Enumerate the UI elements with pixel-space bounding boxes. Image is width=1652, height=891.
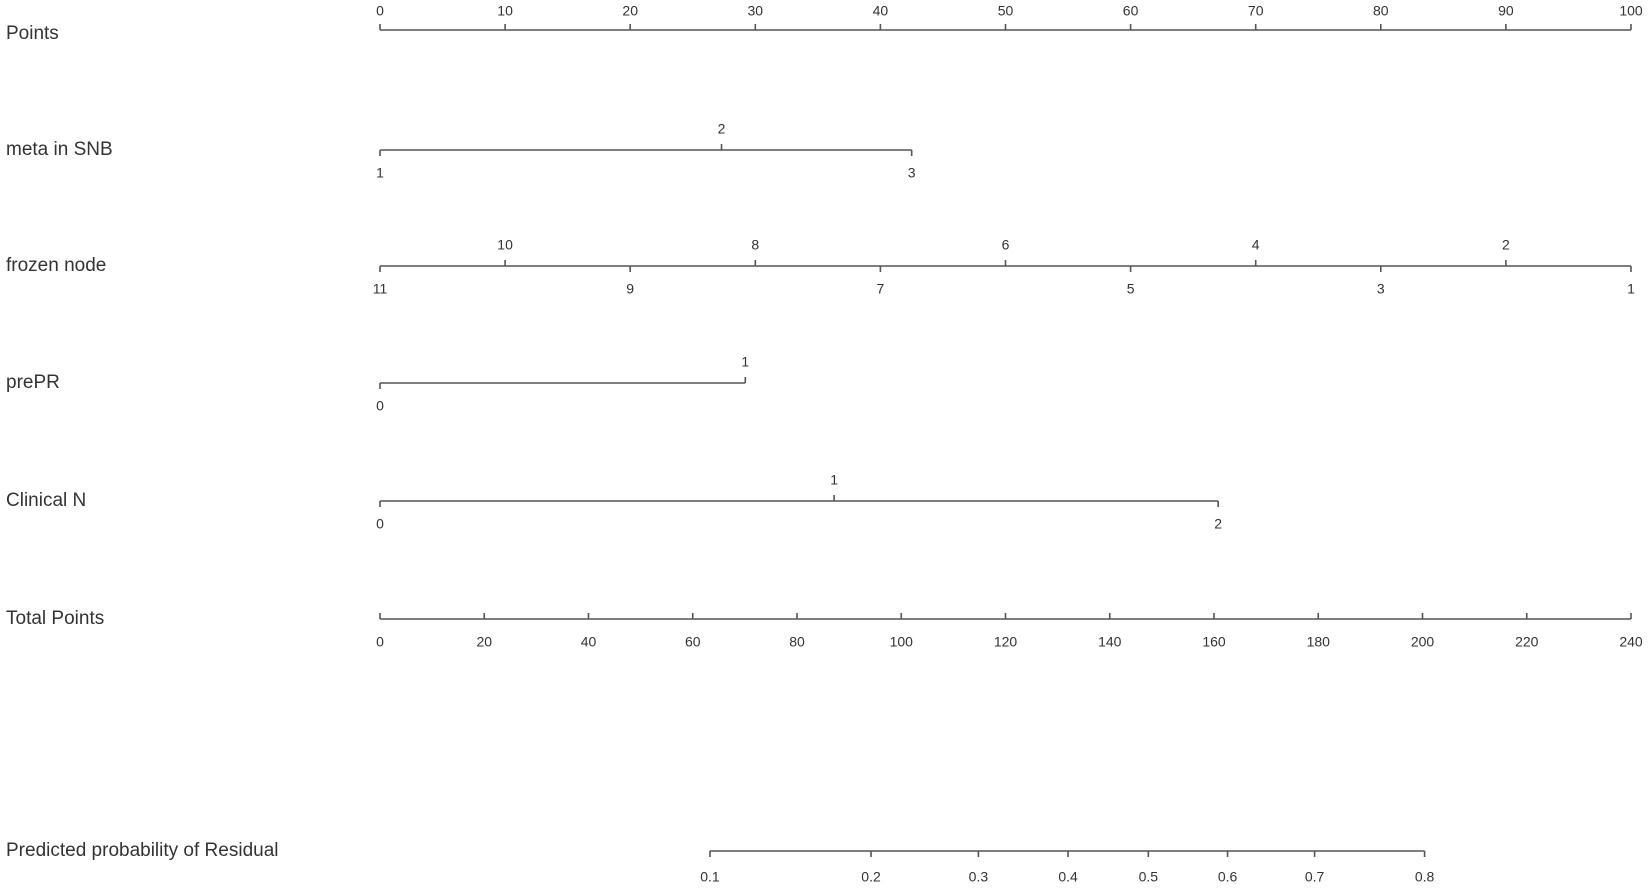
tick-label: 20 xyxy=(622,3,638,19)
level-label: 1 xyxy=(1627,281,1635,297)
level-label: 6 xyxy=(1002,237,1010,253)
tick-label: 0.5 xyxy=(1139,869,1159,885)
row-label: frozen node xyxy=(6,255,106,276)
tick-label: 30 xyxy=(748,3,764,19)
tick-label: 120 xyxy=(994,634,1018,650)
level-label: 8 xyxy=(751,237,759,253)
level-label: 0 xyxy=(376,516,384,532)
tick-label: 180 xyxy=(1307,634,1331,650)
tick-label: 140 xyxy=(1098,634,1122,650)
level-label: 1 xyxy=(376,165,384,181)
tick-label: 40 xyxy=(581,634,597,650)
tick-label: 10 xyxy=(497,3,513,19)
row-label: Predicted probability of Residual xyxy=(6,840,279,861)
level-label: 4 xyxy=(1252,237,1260,253)
row-label: prePR xyxy=(6,372,60,393)
tick-label: 0.4 xyxy=(1058,869,1078,885)
tick-label: 0.2 xyxy=(861,869,881,885)
tick-label: 0 xyxy=(376,634,384,650)
tick-label: 60 xyxy=(685,634,701,650)
tick-label: 240 xyxy=(1619,634,1643,650)
tick-label: 200 xyxy=(1411,634,1435,650)
level-label: 9 xyxy=(626,281,634,297)
tick-label: 0.8 xyxy=(1415,869,1435,885)
tick-label: 90 xyxy=(1498,3,1514,19)
tick-label: 220 xyxy=(1515,634,1539,650)
level-label: 2 xyxy=(1502,237,1510,253)
level-label: 2 xyxy=(718,121,726,137)
tick-label: 100 xyxy=(890,634,914,650)
level-label: 2 xyxy=(1214,516,1222,532)
level-label: 10 xyxy=(497,237,513,253)
tick-label: 0 xyxy=(376,3,384,19)
tick-label: 20 xyxy=(476,634,492,650)
tick-label: 80 xyxy=(789,634,805,650)
row-label: Points xyxy=(6,23,59,44)
row-label: Clinical N xyxy=(6,490,86,511)
level-label: 1 xyxy=(830,472,838,488)
level-label: 1 xyxy=(741,354,749,370)
row-label: Total Points xyxy=(6,608,104,629)
tick-label: 40 xyxy=(873,3,889,19)
level-label: 3 xyxy=(908,165,916,181)
level-label: 3 xyxy=(1377,281,1385,297)
tick-label: 0.7 xyxy=(1305,869,1325,885)
row-label: meta in SNB xyxy=(6,139,113,160)
tick-label: 60 xyxy=(1123,3,1139,19)
tick-label: 70 xyxy=(1248,3,1264,19)
tick-label: 0.6 xyxy=(1218,869,1238,885)
tick-label: 160 xyxy=(1202,634,1226,650)
level-label: 5 xyxy=(1127,281,1135,297)
level-label: 0 xyxy=(376,398,384,414)
tick-label: 100 xyxy=(1619,3,1643,19)
tick-label: 0.3 xyxy=(969,869,989,885)
tick-label: 80 xyxy=(1373,3,1389,19)
tick-label: 50 xyxy=(998,3,1014,19)
level-label: 7 xyxy=(877,281,885,297)
tick-label: 0.1 xyxy=(700,869,720,885)
level-label: 11 xyxy=(373,281,388,297)
